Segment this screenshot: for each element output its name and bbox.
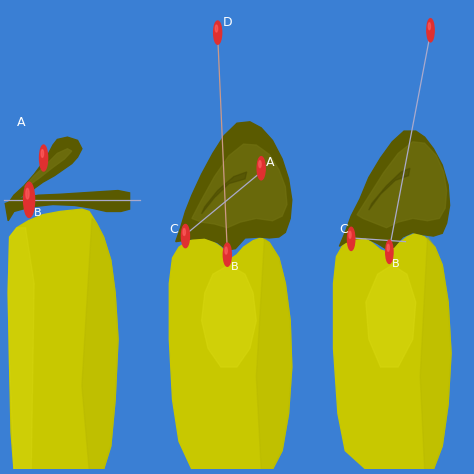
Circle shape	[183, 228, 185, 236]
Circle shape	[215, 25, 218, 32]
Polygon shape	[8, 137, 82, 203]
Polygon shape	[192, 144, 287, 228]
Circle shape	[41, 150, 44, 157]
Polygon shape	[8, 209, 118, 469]
Circle shape	[39, 145, 47, 171]
Polygon shape	[339, 131, 449, 249]
Polygon shape	[5, 191, 129, 221]
Circle shape	[386, 240, 393, 264]
Polygon shape	[369, 168, 410, 210]
Polygon shape	[201, 172, 246, 214]
Circle shape	[223, 243, 231, 266]
Text: C: C	[339, 223, 348, 236]
Polygon shape	[256, 239, 292, 469]
Circle shape	[428, 23, 430, 30]
Polygon shape	[420, 237, 451, 469]
Circle shape	[347, 227, 355, 250]
Polygon shape	[24, 149, 72, 187]
Polygon shape	[334, 233, 451, 469]
Circle shape	[259, 161, 261, 168]
Polygon shape	[357, 142, 447, 228]
Circle shape	[214, 21, 222, 44]
Text: A: A	[266, 156, 274, 169]
Text: B: B	[34, 208, 42, 218]
Circle shape	[349, 231, 351, 238]
Polygon shape	[176, 122, 292, 250]
Circle shape	[257, 156, 265, 180]
Polygon shape	[8, 228, 34, 469]
Circle shape	[24, 182, 35, 218]
Text: A: A	[17, 116, 25, 128]
Polygon shape	[82, 219, 118, 469]
Circle shape	[182, 225, 190, 248]
Polygon shape	[366, 265, 416, 367]
Polygon shape	[169, 238, 292, 469]
Circle shape	[225, 247, 228, 254]
Text: D: D	[222, 16, 232, 28]
Circle shape	[26, 188, 29, 199]
Text: B: B	[230, 262, 238, 272]
Text: C: C	[169, 223, 178, 236]
Polygon shape	[201, 265, 256, 367]
Circle shape	[387, 244, 389, 251]
Circle shape	[427, 18, 434, 42]
Text: B: B	[392, 259, 400, 269]
